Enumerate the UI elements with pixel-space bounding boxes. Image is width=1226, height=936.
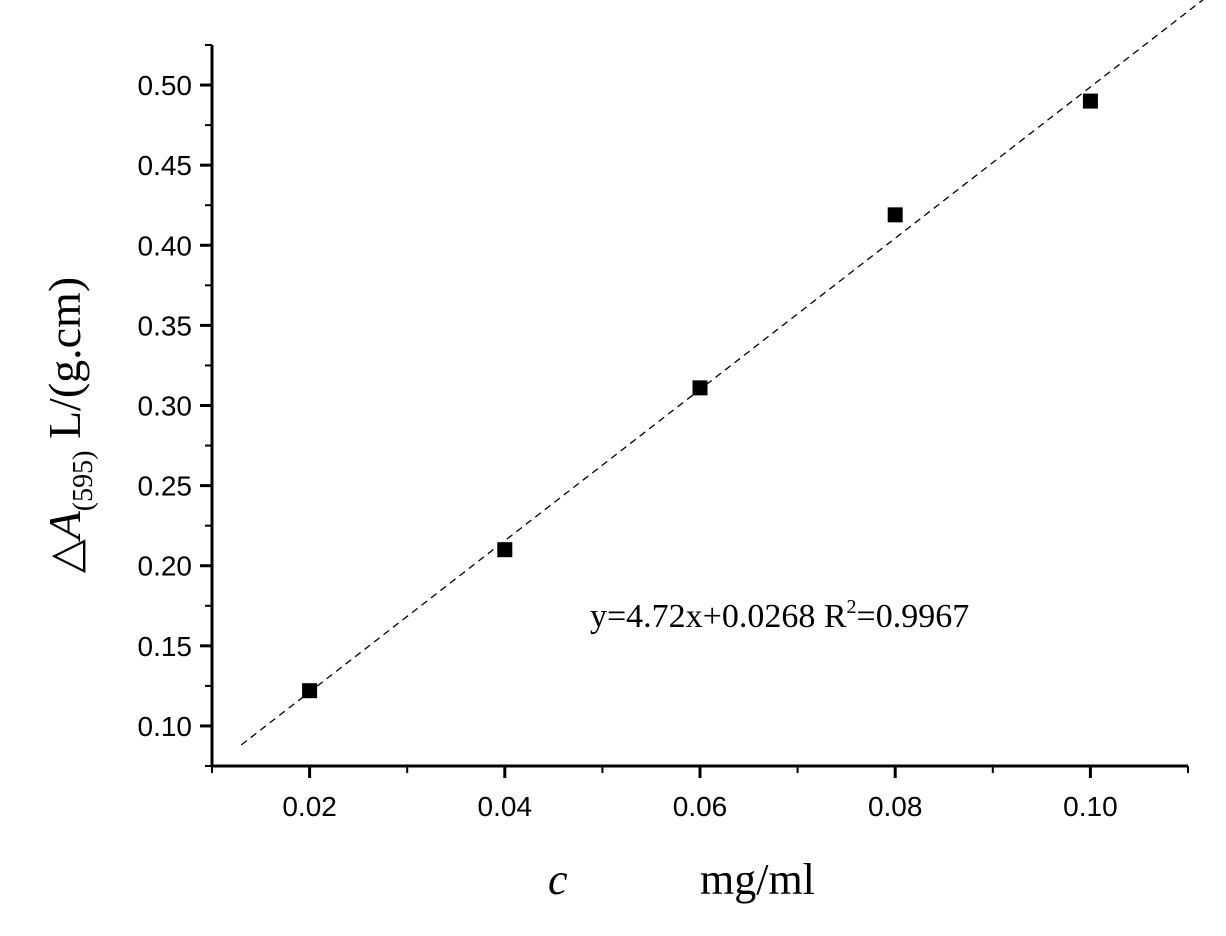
delta-symbol: △ [40, 539, 91, 573]
data-point [888, 207, 903, 222]
y-tick-label: 0.20 [138, 551, 193, 582]
y-tick-label: 0.25 [138, 471, 193, 502]
x-axis-unit: mg/ml [700, 858, 815, 902]
data-point [693, 380, 708, 395]
fit-equation: y=4.72x+0.0268 R2=0.9967 [590, 597, 969, 634]
x-tick-label: 0.06 [673, 791, 728, 822]
x-axis-variable: c [548, 858, 568, 902]
y-tick-label: 0.30 [138, 391, 193, 422]
ticks: 0.10 0.15 0.20 0.25 0.30 0.35 0.40 0.45 0.50 0.02… [138, 45, 1189, 822]
y-tick-label: 0.35 [138, 310, 193, 341]
data-point [497, 542, 512, 557]
fit-equation-sup: 2 [847, 596, 857, 618]
y-axis-subscript: (595) [68, 451, 99, 512]
x-tick-label: 0.02 [282, 791, 337, 822]
y-tick-label: 0.45 [138, 150, 193, 181]
axes [212, 45, 1188, 766]
x-tick-label: 0.10 [1063, 791, 1118, 822]
x-tick-label: 0.04 [478, 791, 533, 822]
y-axis-variable: A [39, 511, 90, 539]
fit-equation-tail: =0.9967 [857, 598, 970, 635]
fit-equation-text: y=4.72x+0.0268 R [590, 598, 847, 635]
y-axis-unit: L/(g.cm) [39, 277, 90, 439]
y-tick-label: 0.15 [138, 631, 193, 662]
y-axis-label: △A(595) L/(g.cm) [42, 277, 98, 573]
data-point [1083, 94, 1098, 109]
x-tick-label: 0.08 [868, 791, 923, 822]
y-tick-label: 0.40 [138, 230, 193, 261]
y-tick-label: 0.50 [138, 70, 193, 101]
data-point [302, 683, 317, 698]
y-tick-label: 0.10 [138, 711, 193, 742]
